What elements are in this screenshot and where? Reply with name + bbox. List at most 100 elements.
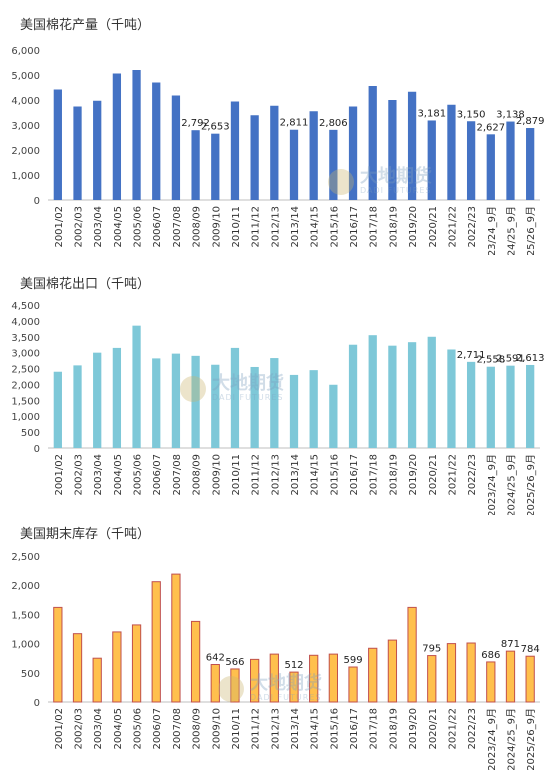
x-tick-label: 2014/15 [310, 206, 321, 248]
stock-chart: 0 500 1,000 1,500 2,000 2,500 2001/02 2002/03 20… [11, 552, 540, 771]
production-chart-panel: 美国棉花产量（千吨） 0 1,000 2,000 3,000 4,000 5,000 6,0… [0, 0, 550, 269]
bar [190, 620, 201, 703]
x-tick-label: 2022/23 [467, 454, 478, 496]
bar [526, 364, 535, 448]
x-tick-label: 2020/21 [428, 454, 439, 496]
data-label: 3,150 [457, 109, 486, 120]
x-tick-label: 2012/13 [270, 206, 281, 248]
y-tick-label: 4,500 [11, 301, 40, 312]
watermark-en: DADI FUTURES [212, 393, 284, 402]
x-tick-label: 2015/16 [329, 454, 340, 496]
bar [132, 325, 141, 448]
bar [486, 134, 495, 200]
x-tick-label: 2018/19 [388, 708, 399, 750]
y-tick-label: 4,000 [11, 96, 40, 107]
data-label: 2,627 [476, 122, 505, 133]
x-tick-label: 2002/03 [74, 708, 85, 750]
x-tick-label: 2007/08 [172, 454, 183, 496]
x-tick-label: 2004/05 [113, 454, 124, 496]
y-tick-label: 2,000 [11, 146, 40, 157]
bar [250, 658, 260, 703]
x-tick-label: 2008/09 [192, 708, 203, 750]
y-tick-label: 5,000 [11, 71, 40, 82]
x-tick-label: 2003/04 [93, 708, 104, 750]
y-tick-label: 3,500 [11, 333, 40, 344]
data-label: 686 [481, 650, 500, 661]
bar [407, 342, 417, 448]
bar [427, 336, 436, 448]
bar [368, 335, 377, 448]
bar [427, 655, 437, 703]
x-tick-label: 2023/24_9月 [486, 454, 498, 515]
bar [329, 384, 338, 448]
bar [289, 374, 299, 448]
bar [72, 633, 83, 703]
bar [466, 642, 476, 703]
data-label: 2,613 [516, 353, 545, 364]
x-tick-label: 2021/22 [447, 206, 458, 248]
bar [270, 105, 279, 200]
bar [53, 89, 62, 200]
y-tick-label: 0 [34, 444, 40, 455]
data-label: 512 [284, 660, 303, 671]
data-label: 3,138 [496, 110, 525, 121]
x-tick-label: 2018/19 [388, 206, 399, 248]
x-tick-label: 2023/24_9月 [486, 708, 498, 770]
bar [230, 347, 240, 448]
bar [387, 639, 398, 703]
y-tick-label: 2,500 [11, 365, 40, 376]
bar [131, 624, 142, 703]
data-label: 642 [206, 653, 225, 664]
x-tick-label: 2004/05 [113, 708, 124, 750]
x-tick-label: 2020/21 [428, 708, 439, 750]
bar [269, 653, 279, 703]
bar [506, 121, 515, 200]
x-tick-label: 2006/07 [152, 206, 163, 248]
bar [211, 133, 220, 200]
bar [486, 661, 496, 703]
bar [171, 353, 181, 448]
x-tick-label: 2011/12 [251, 206, 262, 248]
y-tick-label: 0 [34, 698, 40, 709]
bar [289, 671, 299, 703]
x-tick-label: 2010/11 [231, 206, 242, 248]
export-chart-panel: 美国棉花出口（千吨） 0 500 1,000 1,500 2,000 2,500 3,000… [0, 265, 550, 517]
x-tick-label: 2022/23 [467, 708, 478, 750]
x-tick-label: 2023/24_9月 [486, 206, 498, 255]
y-tick-label: 1,500 [11, 396, 40, 407]
x-tick-label: 2008/09 [192, 206, 203, 248]
data-label: 795 [422, 644, 441, 655]
x-tick-label: 2013/14 [290, 708, 301, 750]
bar [171, 95, 181, 200]
data-label: 3,181 [417, 108, 446, 119]
x-tick-label: 2024/25_9月 [505, 708, 517, 770]
bar [171, 573, 181, 703]
stock-chart-panel: 美国期末库存（千吨） 0 500 1,000 1,500 2,000 2,500 2001/… [0, 515, 550, 771]
export-chart: 0 500 1,000 1,500 2,000 2,500 3,000 3,500 4,000 4… [11, 301, 545, 517]
x-tick-label: 2016/17 [349, 708, 360, 750]
data-label: 599 [343, 655, 362, 666]
y-tick-label: 1,000 [11, 640, 40, 651]
bar [348, 344, 358, 448]
x-tick-label: 2001/02 [54, 206, 65, 248]
x-tick-label: 2011/12 [251, 708, 262, 750]
bar [211, 364, 220, 448]
x-tick-label: 2011/12 [251, 454, 262, 496]
chart-title: 美国期末库存（千吨） [20, 527, 151, 542]
x-tick-label: 2025/26_9月 [525, 454, 537, 515]
x-tick-label: 2015/16 [329, 708, 340, 750]
x-tick-label: 2016/17 [349, 206, 360, 248]
x-tick-label: 2021/22 [447, 454, 458, 496]
x-tick-label: 2021/22 [447, 708, 458, 750]
x-tick-label: 2024/25_9月 [505, 454, 517, 515]
bar [328, 653, 338, 703]
bar [112, 347, 122, 448]
x-tick-label: 2022/23 [467, 206, 478, 248]
x-tick-label: 2015/16 [329, 206, 340, 248]
x-tick-label: 2017/18 [369, 206, 380, 248]
x-tick-label: 2003/04 [93, 454, 104, 496]
bar [486, 366, 495, 448]
x-tick-label: 2016/17 [349, 454, 360, 496]
bar [92, 657, 102, 703]
bar [466, 121, 476, 200]
